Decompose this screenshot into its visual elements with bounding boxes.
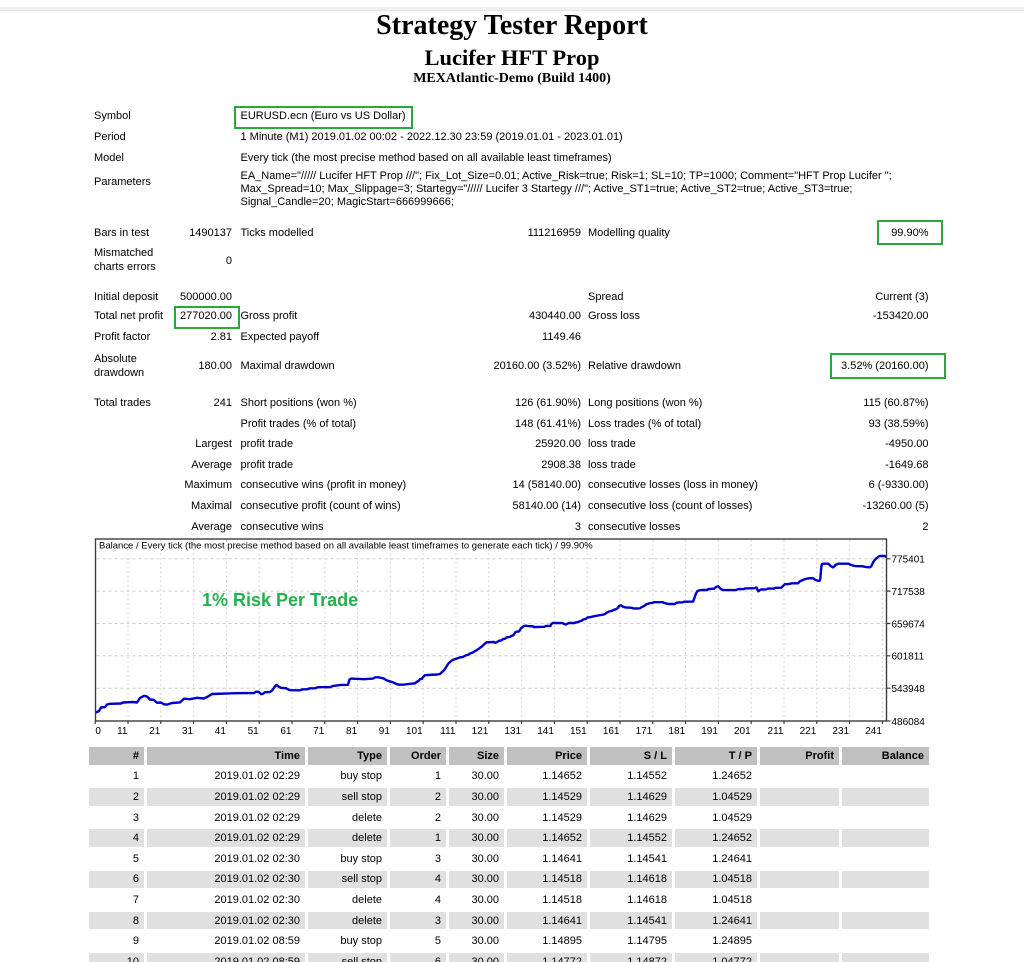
svg-text:101: 101	[406, 726, 423, 737]
svg-text:111: 111	[440, 726, 456, 737]
svg-text:231: 231	[832, 726, 849, 737]
svg-text:21: 21	[149, 726, 161, 737]
svg-text:141: 141	[537, 726, 554, 737]
svg-text:191: 191	[701, 726, 718, 737]
svg-text:131: 131	[504, 726, 521, 737]
svg-text:543948: 543948	[892, 684, 926, 695]
svg-text:181: 181	[668, 726, 685, 737]
svg-text:201: 201	[734, 726, 751, 737]
svg-text:71: 71	[313, 726, 325, 737]
svg-text:161: 161	[603, 726, 620, 737]
svg-text:171: 171	[636, 726, 653, 737]
svg-text:486084: 486084	[892, 717, 926, 728]
svg-text:Balance / Every tick (the most: Balance / Every tick (the most precise m…	[99, 541, 593, 552]
svg-text:241: 241	[865, 726, 882, 737]
svg-text:775401: 775401	[892, 555, 926, 566]
svg-text:11: 11	[117, 726, 128, 737]
svg-text:211: 211	[768, 726, 784, 737]
svg-text:121: 121	[472, 726, 489, 737]
svg-text:151: 151	[570, 726, 587, 737]
svg-text:221: 221	[800, 726, 817, 737]
svg-text:659674: 659674	[892, 619, 926, 630]
svg-text:61: 61	[280, 726, 292, 737]
svg-text:31: 31	[182, 726, 194, 737]
svg-text:41: 41	[215, 726, 227, 737]
svg-text:1% Risk Per Trade: 1% Risk Per Trade	[202, 590, 358, 610]
svg-text:717538: 717538	[892, 587, 926, 598]
svg-text:51: 51	[248, 726, 260, 737]
svg-text:81: 81	[346, 726, 358, 737]
svg-text:601811: 601811	[892, 652, 925, 663]
svg-text:0: 0	[95, 726, 101, 737]
svg-text:91: 91	[379, 726, 391, 737]
